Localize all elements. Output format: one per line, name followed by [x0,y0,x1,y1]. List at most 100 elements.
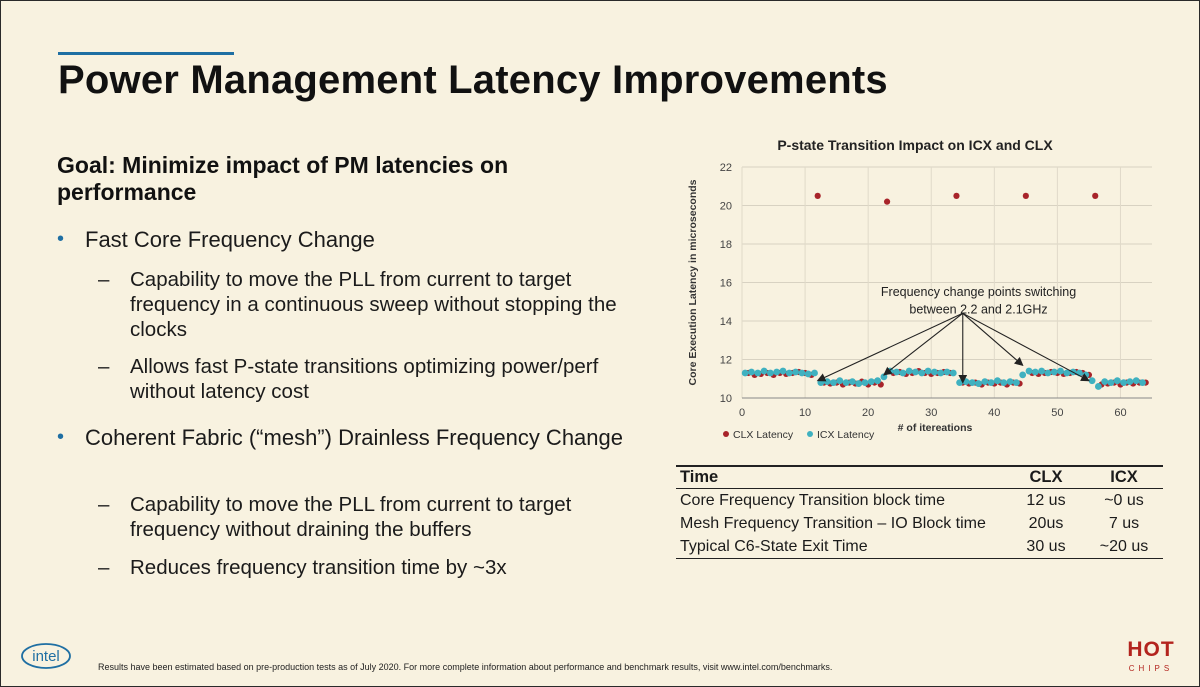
icx-data-point [949,369,957,377]
icx-data-point [1088,377,1096,385]
icx-data-point [994,377,1001,385]
y-tick-label: 22 [720,162,732,174]
y-tick-label: 14 [720,316,732,328]
icx-data-point [830,379,837,386]
icx-data-point [1101,378,1109,386]
icx-data-point [1025,367,1033,375]
goal-statement: Goal: Minimize impact of PM latencies on… [57,152,509,205]
table-cell: 30 us [1007,535,1085,559]
table-cell: 12 us [1026,492,1066,509]
icx-data-point [760,367,768,375]
legend-clx-marker [723,431,729,437]
icx-data-point [943,368,951,376]
table-row: Mesh Frequency Transition – IO Block tim… [676,512,1163,535]
clx-data-point [953,192,960,199]
clx-data-point [883,198,891,205]
annotation-line-1: Frequency change points switching [881,285,1076,299]
y-tick-label: 16 [720,278,732,290]
icx-data-point [779,367,787,375]
intel-logo-text: intel [32,648,60,665]
icx-data-point [1031,368,1039,376]
clx-data-point [814,192,821,199]
icx-data-point [981,378,989,386]
bullet-dot-icon: • [57,228,65,250]
table-header-clx: CLX [1007,465,1085,489]
hotchips-logo-hot: HOT [1127,638,1175,661]
icx-data-point [924,367,932,375]
x-tick-label: 60 [1114,407,1126,419]
dash-icon: – [98,493,110,516]
icx-data-point [741,369,749,377]
icx-data-point [1107,379,1115,386]
annotation-arrow [883,312,964,376]
footnote: Results have been estimated based on pre… [98,662,833,672]
annotation-arrow [962,312,1024,366]
table-header-time: Time [676,465,1007,489]
icx-data-point [855,380,863,387]
annotation-line-2: between 2.2 and 2.1GHz [909,302,1047,316]
icx-data-point [905,367,913,375]
table-cell: Typical C6-State Exit Time [676,535,1007,559]
bullet-text: Coherent Fabric (“mesh”) Drainless Frequ… [85,425,623,450]
icx-data-point [798,369,806,377]
annotation-arrow [962,312,1090,382]
icx-data-point [975,380,982,387]
icx-data-point [874,377,882,385]
hotchips-logo: HOT CHIPS [1115,638,1187,682]
hotchips-logo-chips: CHIPS [1128,664,1174,673]
icx-data-point [987,379,995,386]
icx-data-point [766,369,774,377]
dash-icon: – [98,268,110,291]
icx-data-point [785,369,793,377]
table-cell: ~20 us [1085,535,1163,559]
icx-data-point [754,369,762,377]
bullet-dot-icon: • [57,426,65,448]
legend-label: ICX Latency [817,429,875,441]
icx-data-point [867,378,875,386]
icx-data-point [773,368,781,376]
icx-data-point [861,379,869,386]
icx-data-point [893,368,900,376]
icx-data-point [1044,369,1052,377]
sub-bullet-text: Capability to move the PLL from current … [130,268,617,341]
icx-data-point [1050,368,1058,376]
icx-data-point [1113,377,1121,385]
latency-table: Time CLX ICX Core Frequency Transition b… [676,465,1163,559]
table-cell: 20us [1028,515,1064,532]
icx-data-point [968,379,976,386]
icx-data-point [1012,379,1020,386]
y-tick-label: 20 [720,201,732,213]
title-accent-bar [58,52,234,55]
icx-data-point [912,368,919,376]
icx-data-point [1000,379,1008,386]
icx-data-point [899,369,907,377]
icx-data-point [956,379,964,386]
icx-data-point [836,377,844,385]
sub-bullet-text: Capability to move the PLL from current … [130,493,572,541]
icx-data-point [748,368,755,376]
y-tick-label: 10 [720,393,732,405]
sub-bullet-text: Allows fast P-state transitions optimizi… [130,355,599,403]
clx-data-point [1022,192,1029,199]
annotation-arrow [816,312,964,382]
intel-logo-swirl [21,643,71,669]
icx-data-point [1057,367,1064,375]
table-cell: ~0 us [1104,492,1144,509]
icx-data-point [1094,383,1102,390]
x-tick-label: 0 [739,407,745,419]
icx-data-point [1120,379,1128,386]
y-tick-label: 18 [720,239,732,251]
icx-data-point [804,370,812,378]
dash-icon: – [98,556,110,579]
chart-title: P-state Transition Impact on ICX and CLX [777,137,1053,153]
table-row: Core Frequency Transition block time 12 … [676,489,1163,513]
y-tick-label: 12 [720,355,732,367]
table-cell: Core Frequency Transition block time [680,492,945,509]
icx-data-point [842,379,850,386]
icx-data-point [823,378,831,386]
y-axis-label: Core Execution Latency in microseconds [687,179,699,385]
x-tick-label: 20 [862,407,874,419]
legend-icx-marker [807,431,813,437]
sub-bullet-text: Reduces frequency transition time by ~3x [130,556,507,579]
bullet-text: Fast Core Frequency Change [85,227,375,252]
